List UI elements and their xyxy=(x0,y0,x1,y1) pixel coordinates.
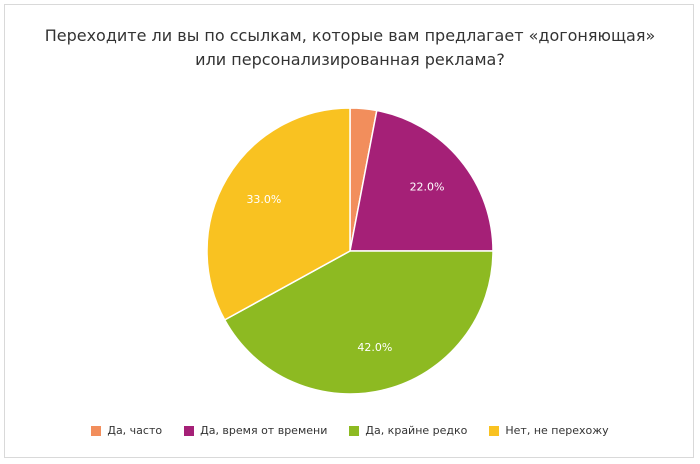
pie-slice-2[interactable] xyxy=(223,250,494,395)
legend-label: Да, крайне редко xyxy=(365,424,468,437)
pie-slice-3[interactable] xyxy=(206,107,351,321)
pie-slice-1[interactable] xyxy=(349,109,494,252)
legend-swatch xyxy=(349,425,360,436)
legend-item-krayne-redko[interactable]: Да, крайне редко xyxy=(349,424,467,437)
legend-label: Да, часто xyxy=(107,424,163,437)
legend-item-vremya-ot-vremeni[interactable]: Да, время от времени xyxy=(184,424,327,437)
legend-swatch xyxy=(489,425,500,436)
pie-label-2: 42.0% xyxy=(357,341,392,354)
pie-slices xyxy=(206,107,494,395)
legend: Да, часто Да, время от времени Да, крайн… xyxy=(0,424,700,437)
legend-swatch xyxy=(184,425,195,436)
legend-label: Нет, не перехожу xyxy=(505,424,609,437)
pie-label-3: 33.0% xyxy=(246,193,281,206)
pie-labels: 22.0% 42.0% 33.0% xyxy=(246,180,444,354)
legend-item-da-chasto[interactable]: Да, часто xyxy=(91,424,162,437)
legend-label: Да, время от времени xyxy=(200,424,328,437)
legend-item-ne-perekhozhu[interactable]: Нет, не перехожу xyxy=(489,424,609,437)
legend-swatch xyxy=(91,425,102,436)
chart-title: Переходите ли вы по ссылкам, которые вам… xyxy=(0,24,700,72)
pie-label-1: 22.0% xyxy=(410,180,445,193)
chart-title-line-2: или персонализированная реклама? xyxy=(195,50,505,69)
chart-title-line-1: Переходите ли вы по ссылкам, которые вам… xyxy=(44,26,656,45)
